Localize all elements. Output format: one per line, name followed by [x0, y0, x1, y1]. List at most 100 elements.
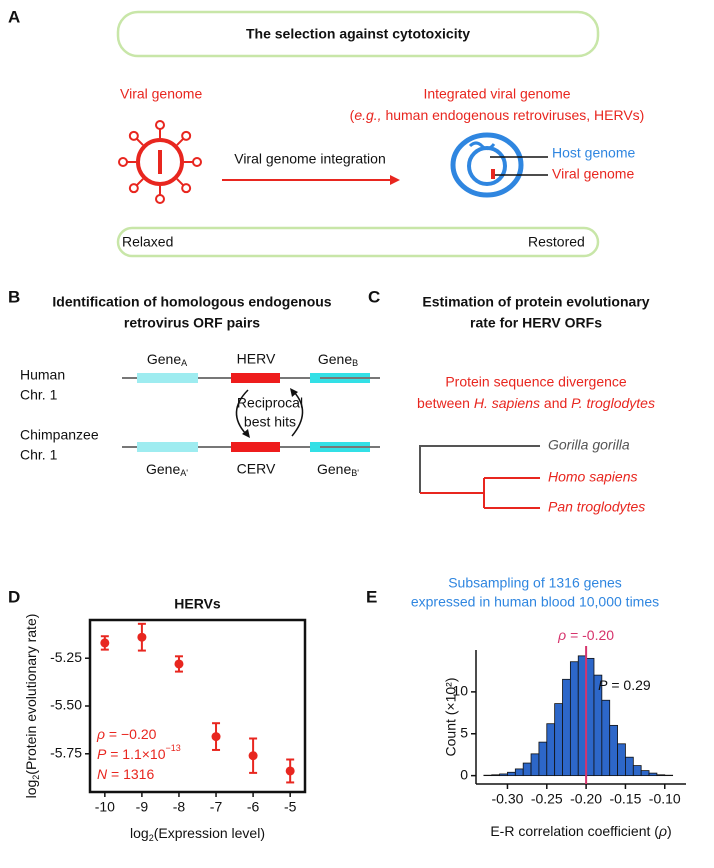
text-part: = 1.1×10 — [106, 746, 165, 762]
bar — [546, 723, 556, 777]
bar — [507, 771, 516, 777]
x-tick-label: -0.30 — [491, 791, 523, 807]
x-tick-label: -10 — [95, 799, 115, 815]
bar — [499, 773, 508, 777]
x-tick-label: -0.20 — [570, 791, 602, 807]
gene — [231, 442, 280, 452]
chart-title: HERVs — [174, 596, 221, 612]
label: Viral genome — [120, 86, 202, 102]
label: Chr. 1 — [20, 447, 58, 463]
text-part: N — [97, 766, 108, 782]
x-tick-label: -5 — [284, 799, 297, 815]
bar — [617, 743, 626, 777]
text-part: (Expression level) — [154, 825, 265, 841]
label: Relaxed — [122, 234, 173, 250]
panel-letter: B — [8, 287, 20, 306]
spoke-end — [118, 157, 128, 167]
spoke-end — [155, 120, 165, 130]
label: best hits — [244, 414, 296, 430]
x-axis-label: E-R correlation coefficient (ρ) — [490, 823, 671, 839]
bar — [514, 768, 524, 777]
x-tick-label: -0.15 — [609, 791, 641, 807]
point — [248, 751, 258, 761]
bar — [656, 774, 666, 777]
text-part: log — [23, 780, 39, 799]
y-axis-label: Count (×10²) — [443, 678, 459, 757]
text-part: ) — [667, 823, 672, 839]
species: Gorilla gorilla — [548, 437, 630, 453]
spoke-end — [192, 157, 202, 167]
viral-insert — [491, 169, 495, 179]
spoke — [176, 178, 185, 187]
bar — [530, 753, 540, 777]
text-part: log — [130, 825, 149, 841]
gene-label: GeneB' — [317, 461, 359, 479]
point — [285, 766, 295, 776]
bar — [491, 774, 500, 777]
label: Chr. 1 — [20, 387, 58, 403]
gene-label: CERV — [237, 461, 276, 477]
text-part: P — [97, 746, 107, 762]
x-tick-label: -0.10 — [649, 791, 681, 807]
label: Viral genome — [552, 166, 634, 182]
bar — [640, 770, 650, 777]
gene-label: GeneA — [147, 351, 187, 369]
x-tick-label: -7 — [210, 799, 223, 815]
annotation: P = 1.1×10−13 — [97, 743, 181, 761]
arrow-label: Viral genome integration — [234, 151, 386, 167]
bar — [625, 756, 634, 777]
bar — [569, 661, 579, 777]
gene-label: HERV — [237, 351, 276, 367]
text-part: ρ — [96, 726, 105, 742]
label: Chimpanzee — [20, 427, 99, 443]
arrow — [291, 391, 304, 437]
panel-title: The selection against cytotoxicity — [246, 26, 470, 42]
arrow-head — [290, 388, 298, 397]
annotation: ρ = −0.20 — [96, 726, 157, 742]
gene — [231, 373, 280, 383]
text-part: ρ — [557, 627, 566, 643]
panel-letter: C — [368, 287, 380, 306]
gene-label: GeneA' — [146, 461, 188, 479]
virus-icon — [118, 120, 202, 204]
label: Host genome — [552, 145, 635, 161]
text-part: = −0.20 — [105, 726, 157, 742]
bar — [601, 699, 611, 777]
bar — [538, 741, 548, 777]
x-axis-label: log2(Expression level) — [130, 825, 265, 844]
panel-title: rate for HERV ORFs — [470, 315, 602, 331]
state-box — [116, 226, 600, 258]
bar — [648, 772, 658, 777]
panel-title: Identification of homologous endogenous — [52, 294, 331, 310]
y-tick-label: -5.75 — [50, 744, 82, 760]
text-part: ρ — [658, 823, 667, 839]
bar — [562, 678, 571, 777]
text-part: P — [598, 677, 608, 693]
x-tick-label: -0.25 — [531, 791, 563, 807]
bar — [585, 657, 595, 777]
spoke — [176, 137, 185, 146]
bar — [609, 724, 618, 777]
y-axis-label: log2(Protein evolutionary rate) — [23, 614, 42, 799]
title-box — [116, 10, 600, 58]
panel-letter: E — [366, 587, 377, 606]
p-label: P = 0.29 — [598, 677, 651, 693]
label: (e.g., human endogenous retroviruses, HE… — [350, 107, 645, 123]
arrow-head — [242, 429, 250, 438]
spoke — [135, 178, 144, 187]
tree — [419, 445, 540, 509]
cell-icon — [450, 132, 524, 198]
gene — [137, 373, 198, 383]
text-part: = 0.29 — [607, 677, 650, 693]
text-part: 2 — [149, 833, 154, 843]
label: Human — [20, 367, 65, 383]
text-part: 2 — [31, 775, 41, 780]
chart-title: Subsampling of 1316 genes — [448, 575, 622, 591]
point — [174, 659, 184, 669]
spoke — [135, 137, 144, 146]
label: Restored — [528, 234, 585, 250]
species: Homo sapiens — [548, 469, 638, 485]
panel-letter: D — [8, 587, 20, 606]
x-tick-label: -8 — [173, 799, 186, 815]
